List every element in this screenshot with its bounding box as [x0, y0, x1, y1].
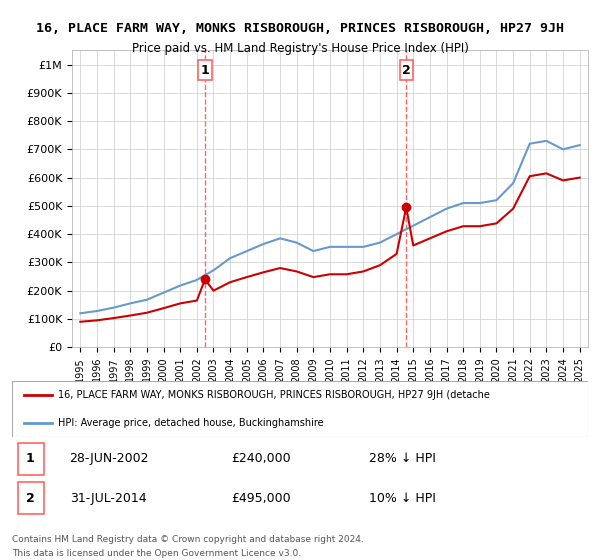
- Text: 28-JUN-2002: 28-JUN-2002: [70, 452, 149, 465]
- Text: 16, PLACE FARM WAY, MONKS RISBOROUGH, PRINCES RISBOROUGH, HP27 9JH (detache: 16, PLACE FARM WAY, MONKS RISBOROUGH, PR…: [58, 390, 490, 400]
- Text: 2: 2: [402, 64, 410, 77]
- Text: £495,000: £495,000: [231, 492, 290, 505]
- FancyBboxPatch shape: [12, 381, 588, 437]
- Text: This data is licensed under the Open Government Licence v3.0.: This data is licensed under the Open Gov…: [12, 549, 301, 558]
- Text: 2: 2: [26, 492, 35, 505]
- Text: 1: 1: [26, 452, 35, 465]
- Text: Price paid vs. HM Land Registry's House Price Index (HPI): Price paid vs. HM Land Registry's House …: [131, 42, 469, 55]
- FancyBboxPatch shape: [18, 442, 44, 475]
- Text: 28% ↓ HPI: 28% ↓ HPI: [369, 452, 436, 465]
- Text: 10% ↓ HPI: 10% ↓ HPI: [369, 492, 436, 505]
- Text: 16, PLACE FARM WAY, MONKS RISBOROUGH, PRINCES RISBOROUGH, HP27 9JH: 16, PLACE FARM WAY, MONKS RISBOROUGH, PR…: [36, 22, 564, 35]
- Text: 1: 1: [200, 64, 209, 77]
- Text: HPI: Average price, detached house, Buckinghamshire: HPI: Average price, detached house, Buck…: [58, 418, 324, 428]
- FancyBboxPatch shape: [400, 60, 413, 80]
- Text: Contains HM Land Registry data © Crown copyright and database right 2024.: Contains HM Land Registry data © Crown c…: [12, 535, 364, 544]
- FancyBboxPatch shape: [18, 482, 44, 514]
- Text: 31-JUL-2014: 31-JUL-2014: [70, 492, 146, 505]
- Text: £240,000: £240,000: [231, 452, 290, 465]
- FancyBboxPatch shape: [199, 60, 212, 80]
